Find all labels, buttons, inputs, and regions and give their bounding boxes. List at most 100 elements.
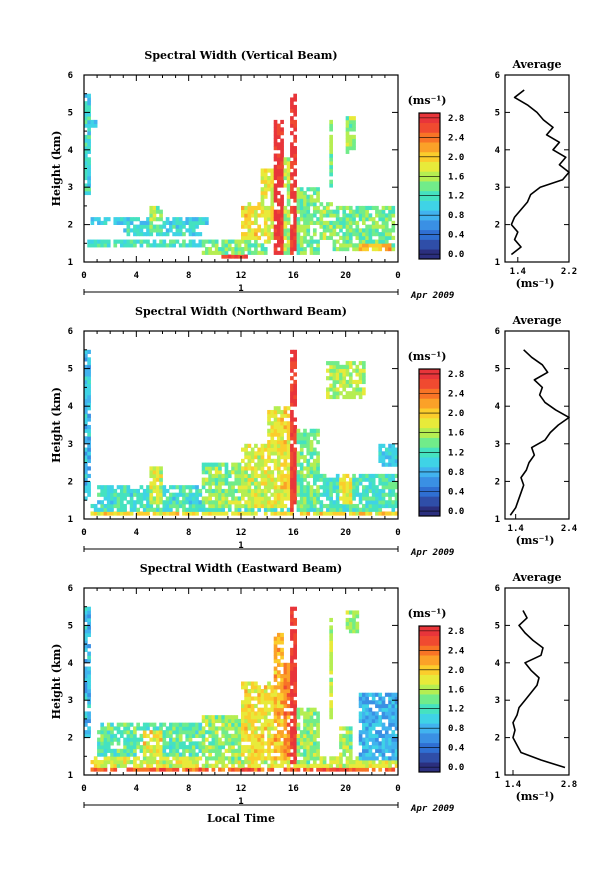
average-profile-line: [512, 610, 566, 769]
heatmap-cell: [312, 198, 317, 203]
heatmap-cell: [136, 726, 140, 731]
heatmap-cell: [84, 629, 88, 634]
heatmap-cell: [146, 485, 150, 490]
heatmap-cell: [231, 485, 235, 490]
heatmap-cell: [276, 485, 281, 490]
heatmap-cell: [303, 224, 307, 229]
heatmap-cell: [113, 500, 118, 505]
heatmap-cell: [84, 496, 88, 501]
heatmap-cell: [84, 455, 88, 460]
heatmap-cell: [84, 722, 88, 727]
heatmap-cell: [290, 190, 294, 196]
heatmap-cell: [339, 376, 343, 381]
heatmap-cell: [312, 496, 317, 501]
heatmap-cell: [146, 243, 150, 248]
heatmap-cell: [345, 213, 350, 218]
heatmap-cell: [152, 477, 157, 482]
heatmap-cell: [103, 733, 108, 738]
heatmap-cell: [283, 183, 288, 188]
heatmap-cell: [332, 220, 337, 225]
heatmap-cell: [293, 97, 297, 102]
average-x-axis-label: (ms⁻¹): [516, 790, 555, 803]
x-tick-label: 0: [395, 528, 400, 538]
heatmap-cell: [316, 733, 320, 738]
heatmap-cell: [299, 500, 304, 505]
heatmap-cell: [231, 737, 235, 742]
heatmap-cell: [280, 511, 284, 516]
heatmap-cell: [214, 733, 219, 738]
heatmap-cell: [309, 756, 314, 761]
heatmap-cell: [355, 213, 360, 218]
heatmap-cell: [306, 451, 311, 456]
heatmap-cell: [339, 733, 343, 738]
heatmap-cell: [87, 666, 91, 671]
heatmap-cell: [84, 364, 88, 369]
heatmap-cell: [283, 406, 288, 411]
heatmap-cell: [136, 767, 140, 772]
heatmap-cell: [270, 703, 275, 709]
heatmap-cell: [316, 220, 320, 225]
heatmap-cell: [250, 232, 255, 237]
heatmap-cell: [280, 503, 284, 509]
heatmap-cell: [185, 726, 190, 731]
heatmap-cell: [283, 462, 288, 467]
heatmap-cell: [276, 745, 281, 750]
heatmap-cell: [280, 470, 284, 475]
heatmap-cell: [293, 161, 297, 166]
heatmap-cell: [280, 496, 284, 501]
heatmap-cell: [286, 179, 291, 184]
heatmap-cell: [97, 748, 101, 753]
heatmap-cell: [303, 213, 307, 218]
heatmap-cell: [267, 175, 271, 181]
heatmap-cell: [303, 232, 307, 237]
heatmap-cell: [254, 213, 258, 218]
heatmap-cell: [159, 737, 163, 742]
heatmap-cell: [175, 733, 180, 738]
heatmap-cell: [191, 500, 196, 505]
heatmap-cell: [371, 733, 376, 738]
heatmap-cell: [365, 730, 369, 735]
y-tick-label: 5: [68, 108, 73, 118]
heatmap-cell: [371, 718, 376, 724]
heatmap-cell: [342, 767, 347, 772]
heatmap-cell: [169, 730, 173, 735]
heatmap-cell: [365, 696, 369, 701]
heatmap-cell: [162, 737, 167, 742]
heatmap-cell: [273, 146, 278, 151]
heatmap-cell: [290, 101, 294, 106]
heatmap-cell: [335, 488, 340, 494]
heatmap-cell: [191, 507, 196, 512]
colorbar-tick-label: 2.0: [448, 666, 464, 676]
heatmap-cell: [329, 220, 333, 225]
heatmap-cell: [296, 455, 301, 460]
heatmap-cell: [146, 756, 150, 761]
heatmap-cell: [247, 477, 252, 482]
heatmap-cell: [116, 730, 121, 735]
heatmap-cell: [185, 243, 190, 248]
heatmap-cell: [296, 458, 301, 463]
heatmap-cell: [375, 748, 379, 753]
heatmap-cell: [263, 473, 268, 479]
heatmap-cell: [152, 228, 157, 233]
heatmap-cell: [182, 492, 186, 497]
heatmap-cell: [129, 511, 134, 516]
heatmap-cell: [84, 391, 88, 396]
heatmap-cell: [247, 688, 252, 694]
heatmap-cell: [119, 220, 124, 225]
heatmap-cell: [247, 209, 252, 214]
heatmap-cell: [123, 228, 127, 233]
heatmap-cell: [162, 224, 167, 229]
heatmap-cell: [283, 243, 288, 248]
heatmap-cell: [345, 149, 350, 154]
heatmap-cell: [263, 507, 268, 512]
heatmap-cell: [371, 767, 376, 772]
heatmap-cell: [185, 485, 190, 490]
heatmap-cell: [368, 737, 373, 742]
heatmap-cell: [188, 745, 193, 750]
heatmap-cell: [348, 361, 353, 366]
heatmap-cell: [237, 726, 242, 731]
heatmap-cell: [293, 458, 297, 463]
heatmap-cell: [182, 224, 186, 229]
heatmap-cell: [263, 718, 268, 724]
heatmap-cell: [159, 500, 163, 505]
